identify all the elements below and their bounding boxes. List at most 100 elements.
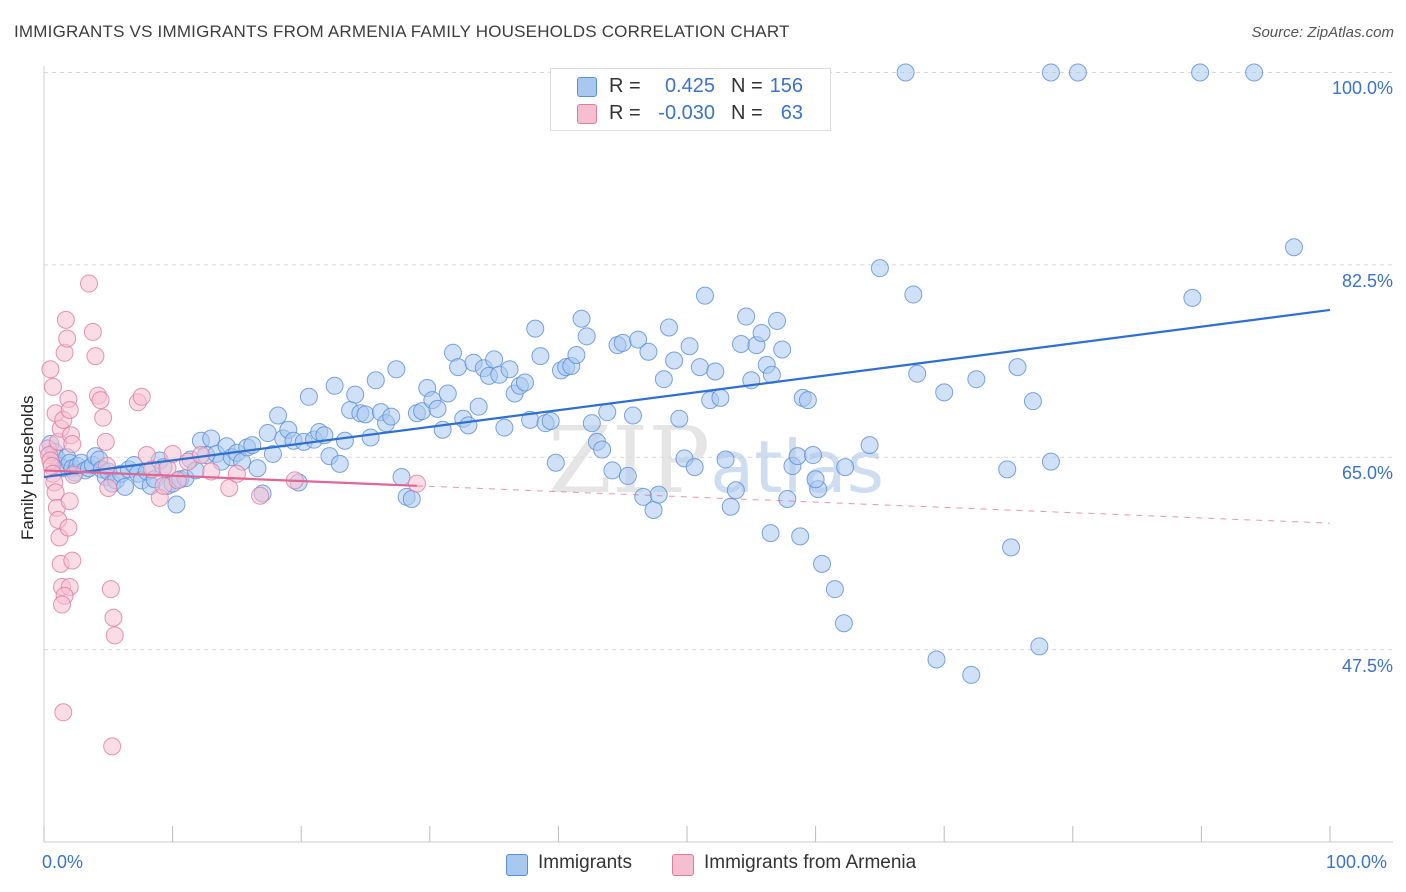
data-point xyxy=(773,340,792,359)
trend-lines xyxy=(43,308,1331,524)
data-point xyxy=(716,450,735,469)
bottom-legend-label: Immigrants xyxy=(538,852,632,873)
data-point xyxy=(711,388,730,407)
data-point xyxy=(60,400,79,419)
y-tick-label: 65.0% xyxy=(1341,463,1393,484)
data-point xyxy=(541,411,560,430)
data-point xyxy=(1041,452,1060,471)
data-point xyxy=(248,459,267,478)
data-point xyxy=(56,310,75,329)
data-point xyxy=(603,461,622,480)
data-point xyxy=(60,492,79,511)
data-point xyxy=(263,444,282,463)
legend-r-label: R = xyxy=(609,102,641,124)
source-label: Source: ZipAtlas.com xyxy=(1251,24,1394,41)
data-point xyxy=(116,477,135,496)
data-point xyxy=(737,307,756,326)
data-point xyxy=(53,595,72,614)
legend-n-label: N = xyxy=(731,102,763,124)
data-point xyxy=(44,377,63,396)
data-point xyxy=(967,370,986,389)
data-point xyxy=(500,360,519,379)
data-point xyxy=(577,327,596,346)
data-point xyxy=(94,408,113,427)
data-point xyxy=(623,406,642,425)
x-tick-label-min: 0.0% xyxy=(42,852,84,872)
data-point xyxy=(269,406,288,425)
data-point xyxy=(629,330,648,349)
data-point xyxy=(1008,358,1027,377)
data-point xyxy=(86,347,105,366)
data-point xyxy=(495,418,514,437)
data-point xyxy=(696,286,715,305)
data-point xyxy=(639,342,658,361)
bottom-legend-label: Immigrants from Armenia xyxy=(704,852,917,873)
data-point xyxy=(778,490,797,509)
data-point xyxy=(665,351,684,370)
data-point xyxy=(459,416,478,435)
series-immigrants xyxy=(41,63,1303,684)
data-point xyxy=(834,614,853,633)
data-point xyxy=(346,385,365,404)
data-point xyxy=(644,501,663,520)
data-point xyxy=(335,431,354,450)
data-point xyxy=(105,626,124,645)
grid-lines xyxy=(44,71,1393,651)
data-point xyxy=(58,329,77,348)
data-point xyxy=(366,371,385,390)
data-point xyxy=(99,479,118,498)
correlation-legend: R = 0.425 N = 156 R = -0.030 N = 63 xyxy=(550,68,831,131)
data-point xyxy=(1023,392,1042,411)
data-point xyxy=(41,360,60,379)
data-point xyxy=(1183,288,1202,307)
data-point xyxy=(83,322,102,341)
data-point xyxy=(428,399,447,418)
data-point xyxy=(752,324,771,343)
data-point xyxy=(582,414,601,433)
data-point xyxy=(962,665,981,684)
data-point xyxy=(167,495,186,514)
legend-r-value: -0.030 xyxy=(658,102,715,124)
chart-title: IMMIGRANTS VS IMMIGRANTS FROM ARMENIA FA… xyxy=(14,22,790,41)
data-point xyxy=(935,383,954,402)
data-point xyxy=(654,370,673,389)
data-point xyxy=(721,497,740,516)
data-point xyxy=(659,318,678,337)
data-point xyxy=(91,391,110,410)
data-point xyxy=(680,337,699,356)
legend-row-armenia: R = -0.030 N = 63 xyxy=(551,100,830,126)
data-point xyxy=(768,311,787,330)
data-point xyxy=(80,274,99,293)
data-point xyxy=(572,309,591,328)
data-point xyxy=(1002,538,1021,557)
legend-n-value: 63 xyxy=(780,102,803,124)
trend-line-extension xyxy=(416,485,1331,524)
data-point xyxy=(392,468,411,487)
data-point xyxy=(168,471,187,490)
data-point xyxy=(685,458,704,477)
legend-r-label: R = xyxy=(609,75,641,97)
data-point xyxy=(101,580,120,599)
legend-n-label: N = xyxy=(731,75,763,97)
data-point xyxy=(904,285,923,304)
data-point xyxy=(798,391,817,410)
data-point xyxy=(813,554,832,573)
data-point xyxy=(546,453,565,472)
data-point xyxy=(469,397,488,416)
data-point xyxy=(804,446,823,465)
data-point xyxy=(649,485,668,504)
x-tick-label-max: 100.0% xyxy=(1326,852,1388,872)
data-point xyxy=(567,346,586,365)
data-point xyxy=(361,428,380,447)
data-point xyxy=(96,432,115,451)
data-point xyxy=(1191,63,1210,82)
legend-r-value: 0.425 xyxy=(664,75,715,97)
data-point xyxy=(407,474,426,493)
data-point xyxy=(670,409,689,428)
data-point xyxy=(59,518,78,537)
data-point xyxy=(806,470,825,489)
data-point xyxy=(258,424,277,443)
data-point xyxy=(732,335,751,354)
data-point xyxy=(613,333,632,352)
